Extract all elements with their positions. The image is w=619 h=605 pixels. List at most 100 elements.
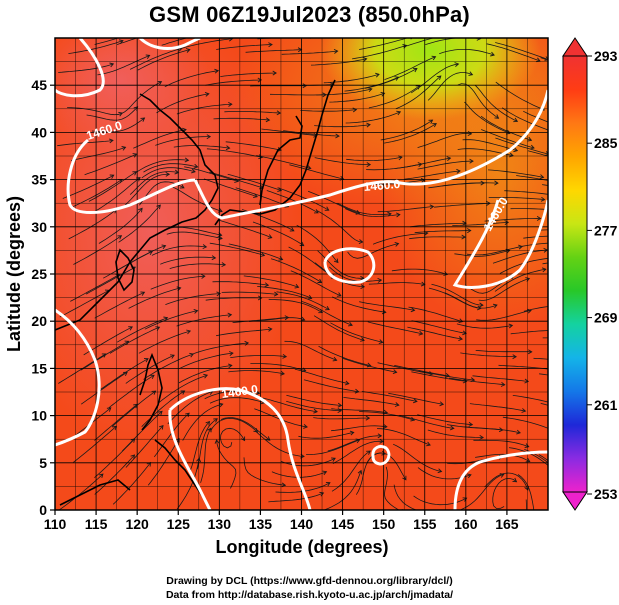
streamline (533, 357, 548, 360)
streamline-arrowhead (201, 273, 206, 279)
streamline-arrowhead (179, 184, 185, 189)
streamline (134, 159, 189, 174)
streamline-arrowhead (446, 156, 452, 162)
streamline-arrowhead (396, 110, 402, 116)
colorbar-tick-label: 261 (594, 397, 618, 413)
streamline (68, 209, 117, 240)
streamline (156, 93, 209, 114)
streamline-arrowhead (159, 424, 164, 430)
streamline (144, 310, 198, 330)
streamline-arrowhead (180, 390, 186, 395)
streamline-arrowhead (307, 294, 313, 300)
streamline-arrowhead (140, 291, 146, 296)
streamline (473, 439, 529, 448)
streamline (307, 190, 360, 214)
streamline (203, 178, 258, 198)
streamline (404, 170, 461, 180)
streamline-arrowhead (150, 374, 155, 380)
streamline (116, 38, 138, 45)
streamline (284, 340, 337, 361)
streamline (410, 222, 467, 228)
x-tick-label: 115 (85, 516, 108, 532)
colorbar-tick-label: 253 (594, 486, 618, 502)
x-tick-label: 140 (290, 516, 314, 532)
streamline (245, 49, 302, 53)
height-contours (55, 38, 548, 510)
streamline (460, 474, 504, 510)
streamline-arrowhead (402, 475, 407, 481)
streamline (327, 435, 382, 452)
streamline (277, 187, 329, 211)
colorbar: 253 261 269 277 285 293 (562, 37, 618, 511)
streamline (88, 171, 137, 202)
streamline-arrowhead (549, 129, 553, 133)
y-axis-label: Latitude (degrees) (4, 196, 24, 352)
streamline (108, 374, 155, 409)
streamline (153, 412, 190, 458)
streamline-arrowhead (445, 373, 450, 378)
streamline (221, 291, 278, 295)
streamline-arrowhead (282, 353, 288, 359)
streamline-arrowhead (540, 196, 546, 202)
streamline-arrowhead (378, 339, 384, 345)
streamline (118, 204, 161, 243)
streamline-arrowhead (527, 136, 533, 142)
streamline-arrowhead (299, 241, 305, 247)
streamline-arrowhead (143, 358, 149, 363)
streamline-arrowhead (348, 321, 353, 327)
streamline (368, 282, 425, 285)
streamline (495, 81, 545, 111)
streamline-arrowhead (398, 155, 403, 161)
streamline (352, 45, 407, 60)
streamline (523, 235, 548, 239)
streamline-arrowhead (213, 418, 218, 423)
streamline (538, 454, 548, 462)
streamline-arrowhead (492, 303, 498, 309)
streamline (85, 266, 136, 295)
streamline (80, 340, 129, 371)
streamline-arrowhead (276, 110, 282, 116)
streamline-arrowhead (196, 457, 202, 463)
streamline (395, 157, 451, 169)
streamline-arrowhead (513, 117, 519, 123)
streamline-arrowhead (221, 262, 227, 268)
streamline (143, 353, 194, 380)
streamline-arrowhead (437, 468, 443, 474)
streamline-arrowhead (98, 473, 104, 479)
streamline (166, 231, 223, 239)
streamline (158, 374, 208, 404)
streamline-arrowhead (214, 68, 220, 74)
streamline-arrowhead (140, 117, 146, 122)
streamline-arrowhead (151, 390, 157, 395)
streamline (227, 173, 282, 191)
streamline-arrowhead (130, 454, 136, 459)
streamline-arrowhead (418, 330, 424, 336)
streamline (413, 495, 467, 506)
streamline (138, 330, 191, 354)
streamline-arrowhead (550, 256, 554, 260)
streamline (58, 63, 114, 73)
streamline (70, 274, 120, 302)
streamline-arrowhead (366, 122, 371, 128)
streamline-arrowhead (157, 410, 163, 416)
streamline (189, 421, 210, 474)
streamline (268, 492, 324, 503)
streamline (504, 190, 548, 195)
streamline (330, 322, 383, 343)
streamline-arrowhead (322, 470, 328, 476)
streamline (317, 250, 364, 279)
streamline-arrowhead (357, 469, 363, 475)
streamline-arrowhead (354, 388, 360, 394)
streamline-arrowhead (360, 337, 365, 342)
streamline-arrowhead (193, 163, 199, 169)
streamline-arrowhead (499, 473, 505, 478)
streamline (193, 342, 249, 355)
streamline-arrowhead (394, 241, 400, 247)
streamline (301, 301, 353, 326)
streamline-arrowhead (165, 171, 171, 177)
streamline-arrowhead (469, 158, 474, 164)
streamline (486, 43, 541, 62)
streamline (160, 256, 216, 265)
streamline-arrowhead (193, 308, 199, 314)
streamline-arrowhead (508, 323, 514, 329)
